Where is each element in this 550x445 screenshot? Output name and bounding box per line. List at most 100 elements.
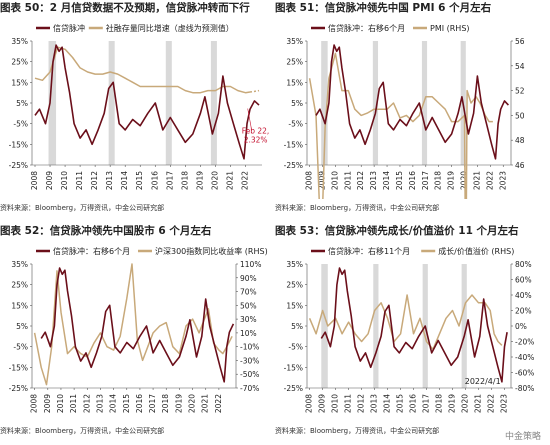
left-tick-label: -25% [9,384,28,393]
left-tick-label: -15% [284,140,303,149]
left-tick-label: 35% [11,37,28,46]
right-tick-label: 52 [515,87,525,96]
x-tick-label: 2011 [344,394,353,413]
x-tick-label: 2009 [317,171,326,190]
right-tick-label: 80% [515,260,532,269]
right-tick-label: 110% [240,260,261,269]
annotation-leader [247,108,253,131]
right-tick-label: 90% [240,274,257,283]
x-tick-label: 2019 [174,394,183,413]
legend-label: PMI (RHS) [430,24,470,33]
legend-label: 沪深300指数同比收益率 (RHS) [155,246,268,256]
left-tick-label: 25% [11,281,28,290]
source-note: 资料来源：Bloomberg，万得资讯，中金公司研究部 [275,204,440,212]
series-line [320,267,508,383]
x-tick-label: 2023 [500,394,509,413]
left-tick-label: 5% [16,322,28,331]
x-tick-label: 2009 [43,394,52,413]
x-tick-label: 2017 [422,394,431,413]
x-tick-label: 2022 [214,394,223,413]
x-tick-label: 2015 [395,171,404,190]
x-tick-label: 2010 [56,394,65,413]
left-tick-label: -5% [288,120,303,129]
x-tick-label: 2011 [343,171,352,190]
x-tick-label: 2021 [474,394,483,413]
x-tick-label: 2016 [135,394,144,413]
shaded-band [461,264,467,388]
legend-label: 信贷脉冲：右移11个月 [328,246,410,256]
right-tick-label: -40% [515,353,534,362]
x-tick-label: 2015 [135,171,144,190]
x-tick-label: 2012 [357,394,366,413]
chart-panel-52: 图表 52：信贷脉冲领先中国股市 6 个月左右 -25% -15% -5% 5% 15%… [0,223,275,445]
x-tick-label: 2018 [434,171,443,190]
x-tick-label: 2020 [210,171,219,190]
x-tick-label: 2013 [370,394,379,413]
right-tick-label: -10% [240,343,259,352]
x-tick-label: 2020 [461,394,470,413]
shaded-band [373,264,379,388]
x-tick-label: 2010 [330,171,339,190]
x-tick-label: 2023 [498,171,507,190]
x-tick-label: 2015 [122,394,131,413]
left-tick-label: 15% [286,301,303,310]
left-tick-label: -15% [9,140,28,149]
x-tick-label: 2011 [69,394,78,413]
shaded-band [48,41,57,165]
source-note: 资料来源：Bloomberg，万得资讯，中金公司研究部 [0,204,165,212]
left-tick-label: 25% [11,58,28,67]
right-tick-label: 48 [515,136,525,145]
left-tick-label: -25% [284,384,303,393]
right-tick-label: 56 [515,37,525,46]
right-tick-label: -60% [515,369,534,378]
left-tick-label: 15% [11,301,28,310]
x-tick-label: 2022 [485,171,494,190]
right-tick-label: -30% [240,356,259,365]
x-tick-label: 2009 [318,394,327,413]
right-tick-label: 40% [515,291,532,300]
x-tick-label: 2018 [180,171,189,190]
x-tick-label: 2020 [460,171,469,190]
right-tick-label: 46 [515,161,525,170]
x-tick-label: 2019 [448,394,457,413]
left-tick-label: 35% [11,260,28,269]
series-line [34,44,260,160]
right-tick-label: 50% [240,301,257,310]
x-tick-label: 2008 [305,171,314,190]
x-tick-label: 2017 [165,171,174,190]
x-tick-label: 2021 [201,394,210,413]
x-tick-label: 2012 [82,394,91,413]
right-tick-label: -80% [515,384,534,393]
x-tick-label: 2018 [161,394,170,413]
x-tick-label: 2018 [435,394,444,413]
right-tick-label: 70% [240,288,257,297]
right-tick-label: -70% [240,384,259,393]
x-tick-label: 2008 [30,394,39,413]
series-line [315,44,509,160]
annotation-value: 2.32% [244,136,268,145]
x-tick-label: 2012 [356,171,365,190]
x-tick-label: 2009 [45,171,54,190]
x-tick-label: 2021 [472,171,481,190]
shaded-band [165,41,172,165]
left-tick-label: 5% [291,322,303,331]
left-tick-label: -15% [9,363,28,372]
chart-panel-50: 图表 50：2 月信贷数据不及预期，信贷脉冲转而下行 -25% -15% -5% 5%… [0,0,275,222]
x-tick-label: 2017 [421,171,430,190]
chart-panel-53: 图表 53：信贷脉冲领先成长/价值溢价 11 个月左右 -25% -15% -5% 5… [275,223,550,445]
watermark-label: 中金策略 [501,428,544,443]
shaded-band [321,264,328,388]
x-tick-label: 2019 [447,171,456,190]
left-tick-label: -15% [284,363,303,372]
x-tick-label: 2012 [90,171,99,190]
source-note: 资料来源：Bloomberg，万得资讯，中金公司研究部 [275,427,440,435]
chart-title: 图表 51：信贷脉冲领先中国 PMI 6 个月左右 [275,2,492,14]
x-tick-label: 2011 [75,171,84,190]
chart-title: 图表 53：信贷脉冲领先成长/价值溢价 11 个月左右 [275,225,519,237]
x-tick-label: 2013 [95,394,104,413]
series-line [308,294,503,351]
left-tick-label: 15% [11,78,28,87]
right-tick-label: 30% [240,315,257,324]
x-tick-label: 2010 [60,171,69,190]
x-tick-label: 2016 [150,171,159,190]
